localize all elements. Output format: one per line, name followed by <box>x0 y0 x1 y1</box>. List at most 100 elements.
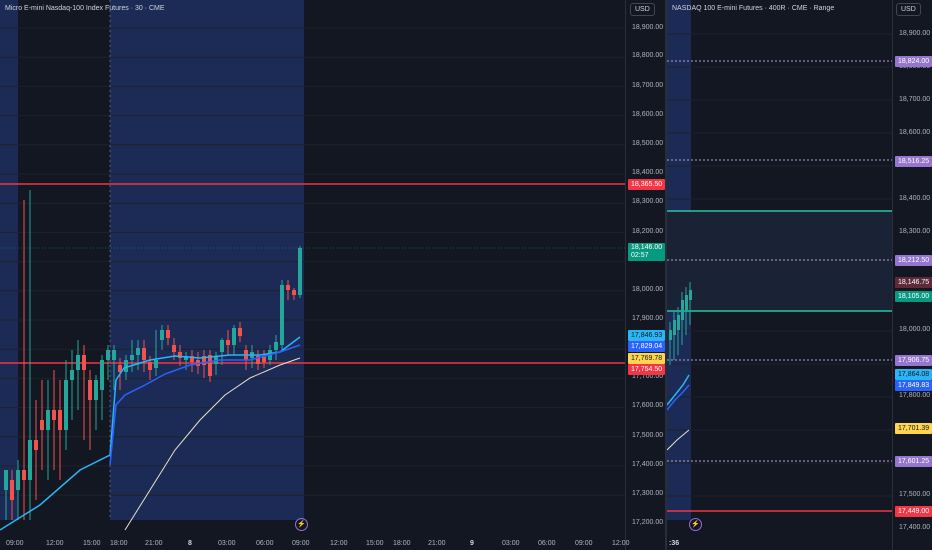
x-axis-label: 21:00 <box>145 540 163 547</box>
y-axis-label: 18,000.00 <box>632 286 664 293</box>
ema-fast-price-tag: 17,846.93 <box>628 330 665 341</box>
y-axis-label: 18,700.00 <box>632 82 664 89</box>
ema-slow-line <box>124 357 301 531</box>
candle-body <box>262 356 266 362</box>
y-axis-label: 18,600.00 <box>632 111 664 118</box>
y-axis-label: 17,300.00 <box>632 490 664 497</box>
candle-body <box>34 440 38 450</box>
currency-button[interactable]: USD <box>896 3 921 16</box>
lightning-icon[interactable]: ⚡ <box>689 518 702 531</box>
pane-divider[interactable] <box>665 0 667 550</box>
chart-title: NASDAQ 100 E-mini Futures · 400R · CME ·… <box>672 5 835 12</box>
candle-body <box>28 440 32 480</box>
candle-body <box>40 420 44 430</box>
level-price-tag: 18,212.50 <box>895 255 932 266</box>
last-price-tag: 18,146.75 <box>895 277 932 288</box>
y-axis-label: 17,900.00 <box>632 315 664 322</box>
candle-body <box>166 330 170 338</box>
level-price-tag: 17,601.25 <box>895 456 932 467</box>
ema-slow-line <box>667 429 690 451</box>
x-axis-label: 12:00 <box>330 540 348 547</box>
ema-mid-price-tag: 17,829.04 <box>628 341 665 352</box>
candle-body <box>82 355 86 370</box>
y-axis-label: 18,300.00 <box>899 228 931 235</box>
y-axis-label: 18,600.00 <box>899 129 931 136</box>
candle-body <box>689 290 692 300</box>
last-price-value: 18,146.00 <box>631 244 663 251</box>
level-price-tag: 18,516.25 <box>895 156 932 167</box>
candle-body <box>64 380 68 430</box>
x-axis-label: 18:00 <box>110 540 128 547</box>
candle-body <box>100 360 104 390</box>
candle-body <box>673 320 676 335</box>
y-axis-label: 17,200.00 <box>632 519 664 526</box>
y-axis-label: 18,500.00 <box>632 140 664 147</box>
resistance-price-tag: 18,365.50 <box>628 179 665 190</box>
candle-body <box>46 410 50 430</box>
left-candlestick-chart[interactable] <box>0 0 665 550</box>
x-axis-label: :36 <box>669 540 680 547</box>
x-axis-label: 09:00 <box>292 540 310 547</box>
red-price-tag: 17,449.00 <box>895 506 932 517</box>
lightning-icon[interactable]: ⚡ <box>295 518 308 531</box>
y-axis-label: 18,800.00 <box>632 52 664 59</box>
y-axis-label: 17,700.00 <box>632 373 664 380</box>
last-price-tag: 18,146.00 02:57 <box>628 243 665 261</box>
candle-body <box>238 328 242 336</box>
x-axis-label: 03:00 <box>502 540 520 547</box>
ema-fast-price-tag: 17,864.08 <box>895 369 932 380</box>
currency-button[interactable]: USD <box>630 3 655 16</box>
y-axis-label: 17,400.00 <box>899 524 931 531</box>
session-highlight <box>0 0 18 520</box>
left-chart-pane[interactable]: Micro E-mini Nasdaq-100 Index Futures · … <box>0 0 665 550</box>
candle-body <box>220 340 224 352</box>
candle-body <box>118 365 122 372</box>
ema-mid-line <box>109 344 301 466</box>
candle-body <box>669 330 672 340</box>
x-axis-label: 09:00 <box>6 540 24 547</box>
x-axis-label: 21:00 <box>428 540 446 547</box>
x-axis-label: 15:00 <box>366 540 384 547</box>
chart-title: Micro E-mini Nasdaq-100 Index Futures · … <box>5 5 165 12</box>
candle-body <box>677 315 680 330</box>
x-axis-label: 09:00 <box>575 540 593 547</box>
candle-body <box>160 330 164 340</box>
candle-body <box>685 295 688 310</box>
candle-body <box>58 410 62 430</box>
y-axis-label: 18,900.00 <box>632 24 664 31</box>
ema-fast-line <box>0 336 301 531</box>
candle-body <box>292 290 296 295</box>
candle-body <box>208 355 212 376</box>
y-axis-label: 18,000.00 <box>899 326 931 333</box>
yellow-price-tag: 17,769.78 <box>628 353 665 364</box>
y-axis-label: 17,800.00 <box>899 392 931 399</box>
candle-body <box>154 360 158 368</box>
x-axis-label: 8 <box>188 540 192 547</box>
candle-body <box>142 348 146 360</box>
candle-body <box>256 356 260 364</box>
candle-body <box>226 340 230 345</box>
x-axis-label: 06:00 <box>538 540 556 547</box>
price-axis[interactable] <box>892 0 932 550</box>
right-range-chart[interactable] <box>667 0 932 550</box>
x-axis-label: 12:00 <box>612 540 630 547</box>
y-axis-label: 18,900.00 <box>899 30 931 37</box>
price-axis[interactable] <box>625 0 665 550</box>
candle-body <box>130 355 134 360</box>
right-chart-pane[interactable]: NASDAQ 100 E-mini Futures · 400R · CME ·… <box>667 0 932 550</box>
x-axis-label: 9 <box>470 540 474 547</box>
ema-fast-line <box>667 374 690 406</box>
candle-body <box>4 470 8 490</box>
candle-body <box>70 370 74 380</box>
level-price-tag: 18,824.00 <box>895 56 932 67</box>
candle-body <box>106 350 110 360</box>
y-axis-label: 18,200.00 <box>632 228 664 235</box>
candle-body <box>94 380 98 400</box>
candle-body <box>202 356 206 365</box>
range-zone <box>667 211 892 311</box>
candle-body <box>280 285 284 345</box>
candle-body <box>88 380 92 400</box>
yellow-price-tag: 17,701.39 <box>895 423 932 434</box>
candle-body <box>16 470 20 490</box>
candle-body <box>286 285 290 290</box>
